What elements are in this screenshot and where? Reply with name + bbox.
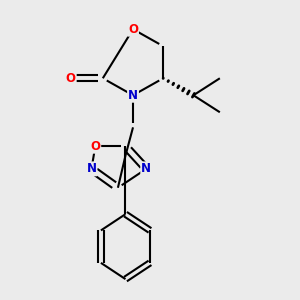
- Text: O: O: [66, 72, 76, 85]
- Text: N: N: [141, 162, 151, 176]
- Text: N: N: [86, 162, 97, 176]
- Text: O: O: [90, 140, 100, 153]
- Text: N: N: [128, 89, 138, 102]
- Text: O: O: [128, 23, 138, 36]
